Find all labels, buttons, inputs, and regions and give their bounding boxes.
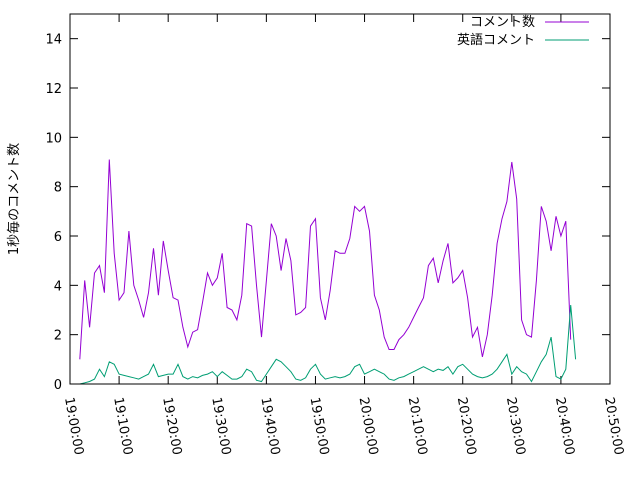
y-tick-label: 2 (54, 329, 62, 344)
series-line-1 (79, 159, 572, 360)
legend-label: コメント数 (470, 15, 535, 30)
y-tick-label: 6 (54, 230, 62, 245)
series-line-2 (79, 305, 577, 385)
y-tick-label: 0 (54, 378, 62, 393)
y-axis-title: 1秒毎のコメント数 (6, 143, 22, 255)
y-tick-label: 12 (45, 82, 62, 97)
y-axis-ticks: 0 2 4 6 8 10 12 14 (45, 33, 610, 393)
y-tick-label: 14 (45, 33, 62, 48)
y-tick-label: 10 (45, 131, 62, 146)
legend-label: 英語コメント (457, 32, 535, 48)
y-tick-label: 4 (54, 279, 62, 294)
series-layer (79, 159, 577, 385)
y-tick-label: 8 (54, 181, 62, 196)
plot-border (69, 13, 611, 385)
